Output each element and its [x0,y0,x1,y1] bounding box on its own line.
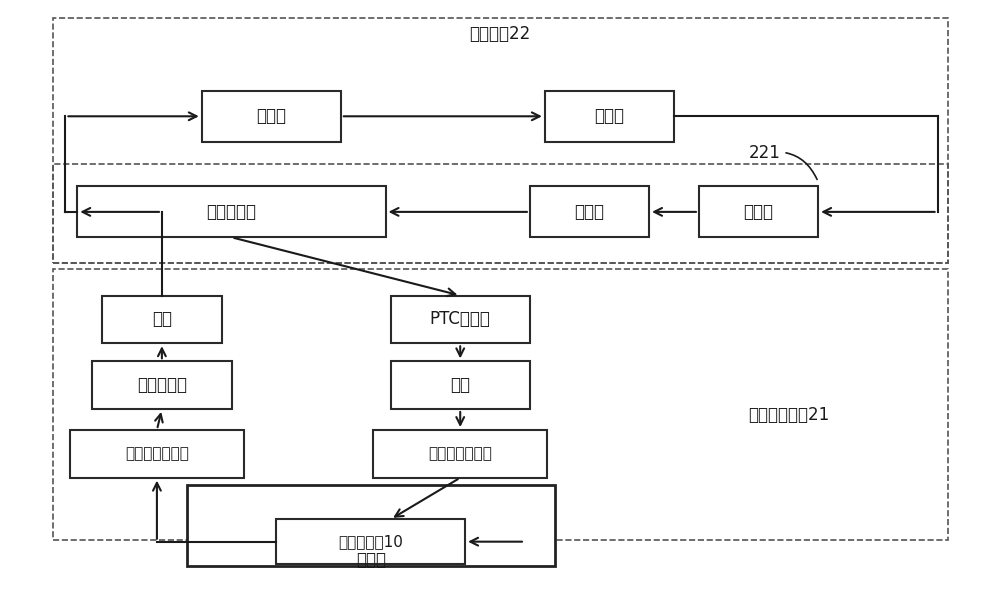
Bar [53,164,948,263]
Bar [70,430,244,478]
Bar [530,186,649,237]
Bar [391,295,530,343]
Bar [53,269,948,540]
Text: 电池筱: 电池筱 [356,551,386,569]
Text: 第一温度传感器: 第一温度传感器 [428,446,492,461]
Text: 电子阀: 电子阀 [744,203,774,221]
Bar [373,430,547,478]
Text: 动力电池组10: 动力电池组10 [338,534,403,549]
Text: 流速传感器: 流速传感器 [137,376,187,394]
Text: 板式换热器: 板式换热器 [207,203,256,221]
Text: 电池热管理模21: 电池热管理模21 [748,406,829,424]
Text: 221: 221 [749,144,817,180]
Bar [187,485,555,566]
Bar [102,295,222,343]
Text: 压缩机: 压缩机 [256,107,286,125]
Text: PTC加热器: PTC加热器 [430,311,491,329]
Text: 第二温度传感器: 第二温度传感器 [125,446,189,461]
Text: 车载空调22: 车载空调22 [469,25,531,43]
Bar [202,91,341,142]
Bar [276,519,465,564]
Text: 水筱: 水筱 [152,311,172,329]
Text: 水泵: 水泵 [450,376,470,394]
Bar [391,361,530,409]
Bar [699,186,818,237]
Bar [77,186,386,237]
Bar [545,91,674,142]
Bar [53,17,948,263]
Text: 膚胀阀: 膚胀阀 [574,203,604,221]
Bar [92,361,232,409]
Text: 冷凝器: 冷凝器 [594,107,624,125]
